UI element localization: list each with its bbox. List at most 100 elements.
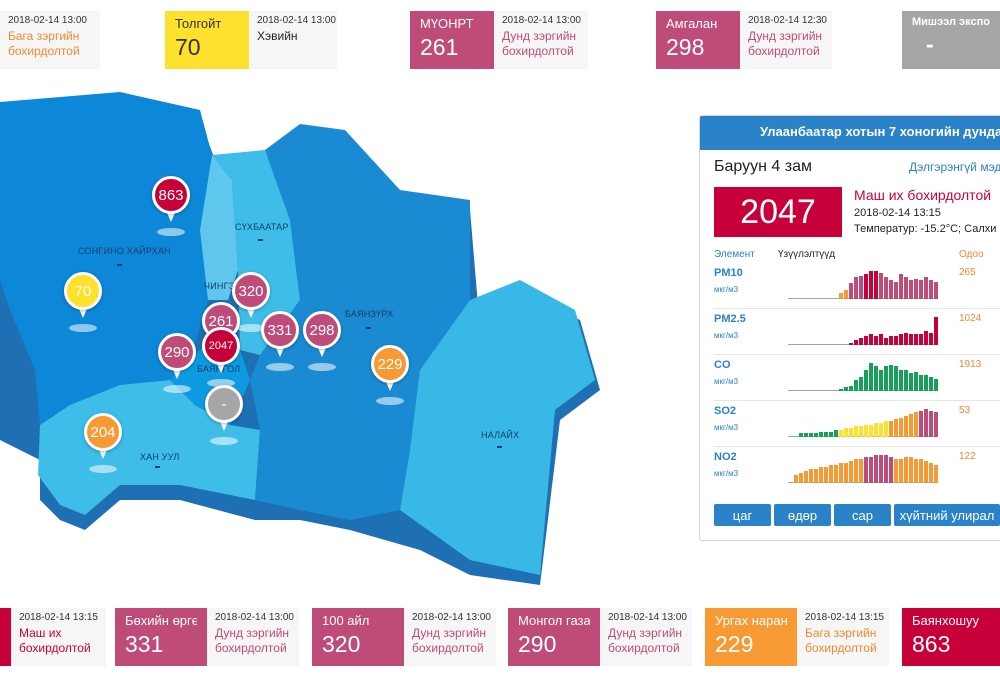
pollutant-row[interactable]: PM10 мкг/м3 265: [714, 263, 1000, 309]
station-pin[interactable]: 331: [261, 311, 299, 373]
col-now-header: Одоо: [959, 249, 984, 260]
station-pin[interactable]: 863: [152, 176, 190, 238]
station-pin[interactable]: 320: [232, 272, 270, 334]
district-bayanzurkh[interactable]: [250, 124, 470, 520]
sparkline-bar: [803, 433, 808, 437]
sparkline-bar: [863, 457, 868, 483]
station-name: Баянхошуу: [912, 613, 979, 628]
district-songino-khairkhan[interactable]: [0, 92, 212, 425]
pollutant-row[interactable]: NO2 мкг/м3 122: [714, 447, 1000, 493]
sparkline-baseline: [788, 298, 938, 299]
station-card[interactable]: Монгол газар 290 2018-02-14 13:00 Дунд з…: [508, 608, 692, 666]
pollutant-name: PM10: [714, 267, 743, 279]
sparkline-bar: [828, 432, 833, 437]
pollutant-row[interactable]: CO мкг/м3 1913: [714, 355, 1000, 401]
station-aqi-value: 331: [125, 631, 164, 657]
station-pin[interactable]: 2047: [202, 327, 240, 389]
station-card[interactable]: Амгалан 298 2018-02-14 12:30 Дунд зэргий…: [656, 11, 832, 69]
pollutant-row[interactable]: PM2.5 мкг/м3 1024: [714, 309, 1000, 355]
station-card[interactable]: Баянхошуу 863: [902, 608, 1000, 666]
station-card[interactable]: 2018-02-14 13:15 Маш их бохирдолтой: [0, 608, 106, 666]
sparkline-bar: [883, 421, 888, 437]
district-label: БАЯНЗҮРХ: [345, 309, 394, 319]
sparkline-bar: [913, 459, 918, 483]
pollutant-now-value: 265: [959, 267, 976, 278]
station-info: 2018-02-14 13:00 Дунд зэргийн бохирдолто…: [404, 608, 496, 666]
sparkline-bar: [873, 366, 878, 391]
station-status: Дунд зэргийн бохирдолтой: [748, 29, 823, 58]
station-time: 2018-02-14 13:00: [412, 612, 491, 623]
station-aqi-box: Мишээл экспо -: [902, 11, 1000, 69]
sparkline-bar: [843, 463, 848, 483]
sparkline-bar: [898, 459, 903, 483]
sparkline-bar: [853, 459, 858, 483]
station-pin[interactable]: 298: [303, 311, 341, 373]
station-info: 2018-02-14 13:15 Маш их бохирдолтой: [11, 608, 106, 666]
station-pin[interactable]: 204: [84, 413, 122, 475]
pin-value: 204: [84, 413, 122, 451]
sparkline-bar: [903, 277, 908, 299]
sparkline-bar: [918, 280, 923, 299]
sparkline-bar: [933, 282, 938, 299]
sparkline-bar: [883, 338, 888, 345]
sparkline-bar: [878, 455, 883, 483]
sparkline-bar: [933, 317, 938, 345]
sparkline-bar: [853, 380, 858, 391]
sparkline-bar: [838, 430, 843, 437]
station-pin[interactable]: 229: [371, 345, 409, 407]
station-time: 2018-02-14 13:00: [215, 612, 294, 623]
station-card[interactable]: Мишээл экспо -: [902, 11, 1000, 69]
station-pin[interactable]: 70: [64, 272, 102, 334]
district-label: ХАН УУЛ: [140, 452, 180, 462]
district-chingeltei[interactable]: [200, 155, 238, 300]
pollutant-name: PM2.5: [714, 313, 746, 325]
pollutant-row[interactable]: SO2 мкг/м3 53: [714, 401, 1000, 447]
pin-shadow: [376, 397, 404, 405]
period-month-button[interactable]: сар: [834, 504, 891, 526]
sparkline-bar: [923, 277, 928, 299]
district-sukhbaatar[interactable]: [212, 150, 300, 355]
station-card[interactable]: Бөхийн өргөө 331 2018-02-14 13:00 Дунд з…: [115, 608, 299, 666]
station-aqi-box: Баянхошуу 863: [902, 608, 1000, 666]
sparkline-bar: [908, 373, 913, 391]
sparkline-bar: [848, 428, 853, 437]
station-card[interactable]: 100 айл 320 2018-02-14 13:00 Дунд зэргий…: [312, 608, 496, 666]
sparkline-bar: [863, 425, 868, 437]
pin-shadow: [266, 363, 294, 371]
station-pin[interactable]: 290: [158, 333, 196, 395]
station-status: Дунд зэргийн бохирдолтой: [608, 626, 683, 655]
panel-status: Маш их бохирдолтой: [854, 187, 992, 203]
station-card[interactable]: Ургах наран 229 2018-02-14 13:15 Бага зэ…: [705, 608, 889, 666]
district-khan-uul[interactable]: [38, 380, 260, 515]
station-card[interactable]: Толгойт 70 2018-02-14 13:00 Хэвийн: [165, 11, 337, 69]
station-card[interactable]: МҮОНРТ 261 2018-02-14 13:00 Дунд зэргийн…: [410, 11, 588, 69]
station-pin[interactable]: -: [205, 385, 243, 447]
sparkline-bar: [838, 293, 843, 299]
panel-time: 2018-02-14 13:15: [854, 207, 941, 219]
details-link[interactable]: Дэлгэрэнгүй мэдээлэл: [909, 160, 1000, 174]
sparkline-bar: [903, 416, 908, 437]
station-aqi-value: 261: [420, 34, 459, 60]
panel-header[interactable]: Улаанбаатар хотын 7 хоногийн дундаж: [700, 116, 1000, 150]
period-hour-button[interactable]: цаг: [714, 504, 771, 526]
station-status: Бага зэргийн бохирдолтой: [805, 626, 877, 655]
sparkline-bar: [918, 334, 923, 345]
panel-aqi-value: 2047: [714, 187, 842, 237]
station-name: Бөхийн өргөө: [125, 613, 197, 628]
sparkline-bar: [893, 459, 898, 483]
district-nalaikh[interactable]: [400, 280, 595, 575]
station-info: 2018-02-14 13:15 Бага зэргийн бохирдолто…: [797, 608, 889, 666]
pollutant-now-value: 122: [959, 451, 976, 462]
district-marker: [366, 327, 371, 329]
station-card[interactable]: 2018-02-14 13:00 Бага зэргийн бохирдолто…: [0, 11, 100, 69]
pollutant-sparkline: [788, 315, 938, 345]
sparkline-bar: [898, 370, 903, 391]
station-aqi-box: Ургах наран 229: [705, 608, 797, 666]
period-winter-button[interactable]: хүйтний улирал: [894, 504, 1000, 526]
period-day-button[interactable]: өдөр: [774, 504, 831, 526]
sparkline-bar: [893, 282, 898, 299]
station-status: Дунд зэргийн бохирдолтой: [502, 29, 577, 58]
sparkline-bar: [908, 457, 913, 483]
station-name: Ургах наран: [715, 613, 787, 628]
station-aqi-value: 863: [912, 631, 951, 657]
